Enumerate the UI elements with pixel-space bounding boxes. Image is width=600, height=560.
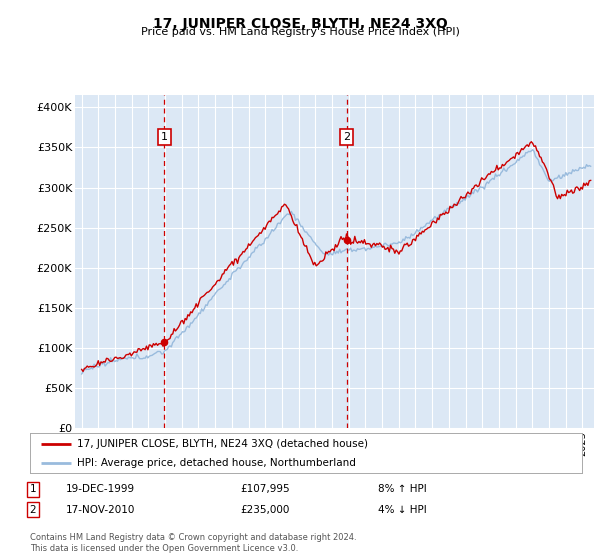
Text: Contains HM Land Registry data © Crown copyright and database right 2024.
This d: Contains HM Land Registry data © Crown c…	[30, 533, 356, 553]
Text: 4% ↓ HPI: 4% ↓ HPI	[378, 505, 427, 515]
Text: 19-DEC-1999: 19-DEC-1999	[66, 484, 135, 494]
Text: Price paid vs. HM Land Registry's House Price Index (HPI): Price paid vs. HM Land Registry's House …	[140, 27, 460, 37]
Point	[160, 337, 169, 346]
Text: HPI: Average price, detached house, Northumberland: HPI: Average price, detached house, Nort…	[77, 458, 356, 468]
Text: 1: 1	[161, 132, 168, 142]
Point	[342, 235, 352, 244]
Text: 2: 2	[343, 132, 350, 142]
Text: 17, JUNIPER CLOSE, BLYTH, NE24 3XQ: 17, JUNIPER CLOSE, BLYTH, NE24 3XQ	[152, 17, 448, 31]
Text: £107,995: £107,995	[240, 484, 290, 494]
Text: 17-NOV-2010: 17-NOV-2010	[66, 505, 136, 515]
Text: £235,000: £235,000	[240, 505, 289, 515]
Text: 1: 1	[29, 484, 37, 494]
Text: 8% ↑ HPI: 8% ↑ HPI	[378, 484, 427, 494]
Text: 17, JUNIPER CLOSE, BLYTH, NE24 3XQ (detached house): 17, JUNIPER CLOSE, BLYTH, NE24 3XQ (deta…	[77, 439, 368, 449]
Text: 2: 2	[29, 505, 37, 515]
